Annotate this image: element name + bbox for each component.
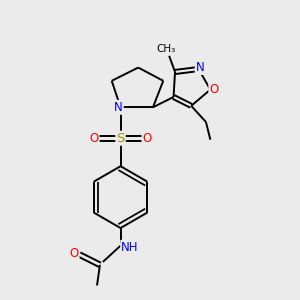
Text: O: O bbox=[209, 83, 218, 96]
Text: N: N bbox=[114, 101, 123, 114]
Text: CH₃: CH₃ bbox=[157, 44, 176, 54]
Text: O: O bbox=[69, 247, 79, 260]
Text: N: N bbox=[196, 61, 204, 74]
Text: O: O bbox=[89, 132, 99, 145]
Text: NH: NH bbox=[121, 241, 139, 254]
Text: O: O bbox=[142, 132, 152, 145]
Text: S: S bbox=[116, 132, 125, 145]
